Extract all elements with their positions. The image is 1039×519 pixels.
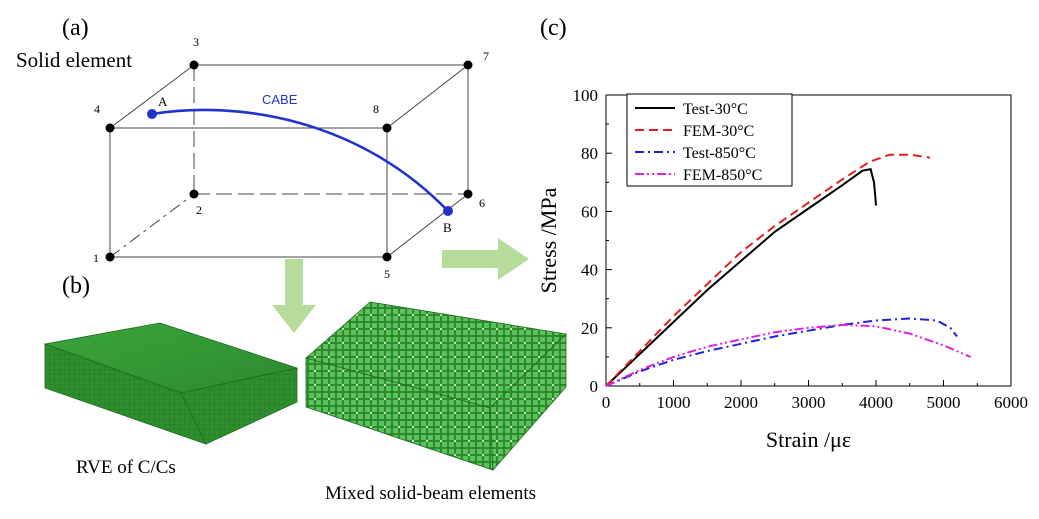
mixed-model — [305, 301, 567, 472]
point-a-marker — [147, 109, 157, 119]
panel-a: (a) Solid element — [16, 15, 489, 281]
node-label-8: 8 — [373, 102, 379, 116]
beam-label: CABE — [262, 92, 298, 107]
x-tick-label: 1000 — [657, 393, 691, 412]
series-line-1 — [605, 168, 877, 387]
x-tick-label: 0 — [602, 393, 611, 412]
y-tick-label: 100 — [573, 86, 599, 105]
legend-label-1: Test-30°C — [683, 101, 748, 118]
x-tick-label: 6000 — [994, 393, 1028, 412]
y-tick-label: 60 — [581, 202, 598, 221]
series-line-3 — [605, 317, 958, 387]
legend-label-2: FEM-30°C — [683, 123, 754, 140]
beam-curve — [151, 108, 449, 212]
panel-c-letter: (c) — [540, 15, 567, 41]
legend-label-4: FEM-850°C — [683, 167, 762, 184]
panel-a-title: Solid element — [16, 48, 132, 72]
hexahedron — [109, 64, 469, 258]
series-line-4 — [605, 323, 971, 387]
node-label-2: 2 — [196, 203, 202, 217]
panel-b: (b) RVE of C/Cs Mixed solid-beam element… — [43, 273, 567, 504]
node-label-5: 5 — [384, 267, 390, 281]
point-a-label: A — [158, 94, 168, 109]
x-tick-label: 5000 — [927, 393, 961, 412]
node-labels: 1 2 3 4 5 6 7 8 — [93, 35, 489, 281]
hexahedron-nodes — [105, 60, 473, 262]
x-tick-label: 2000 — [724, 393, 758, 412]
down-arrow-icon — [272, 259, 316, 333]
flow-arrows — [272, 238, 529, 333]
node-1 — [105, 252, 115, 262]
node-label-1: 1 — [93, 251, 99, 265]
mixed-caption: Mixed solid-beam elements — [325, 483, 536, 504]
point-b-marker — [443, 206, 453, 216]
node-label-4: 4 — [94, 102, 100, 116]
y-tick-label: 0 — [590, 377, 599, 396]
legend-label-3: Test-850°C — [683, 145, 756, 162]
node-4 — [105, 123, 115, 133]
node-label-7: 7 — [483, 49, 489, 63]
y-tick-label: 40 — [581, 261, 598, 280]
x-tick-label: 4000 — [859, 393, 893, 412]
stress-strain-chart: 0 1000 2000 3000 4000 5000 6000 0 20 40 60 80 100 Str… — [536, 86, 1028, 452]
legend-box — [626, 93, 793, 187]
y-axis-label: Stress /MPa — [536, 187, 561, 293]
node-5 — [382, 252, 392, 262]
node-6 — [463, 189, 473, 199]
rve-model — [43, 322, 299, 445]
panel-a-letter: (a) — [62, 15, 89, 41]
node-3 — [189, 60, 199, 70]
x-axis-label: Strain /με — [766, 427, 851, 452]
node-7 — [463, 60, 473, 70]
node-label-3: 3 — [193, 35, 199, 49]
node-2 — [189, 189, 199, 199]
rve-caption: RVE of C/Cs — [76, 457, 176, 478]
panel-c: (c) 0 1000 2000 3000 4000 5000 6000 0 20 40 60 80 10… — [536, 15, 1028, 452]
y-tick-label: 80 — [581, 144, 598, 163]
panel-b-letter: (b) — [62, 273, 90, 299]
y-tick-label: 20 — [581, 319, 598, 338]
point-b-label: B — [443, 220, 452, 235]
right-arrow-icon — [442, 238, 529, 280]
node-8 — [382, 123, 392, 133]
series-line-2 — [605, 153, 931, 387]
x-tick-label: 3000 — [792, 393, 826, 412]
node-label-6: 6 — [479, 196, 485, 210]
